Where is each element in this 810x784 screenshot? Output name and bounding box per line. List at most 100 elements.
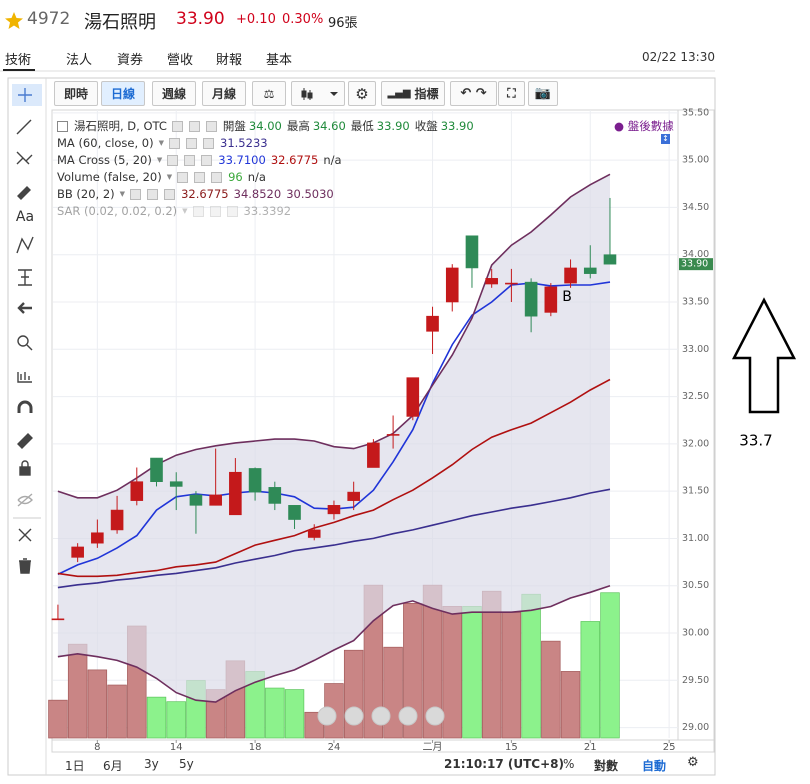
indicator-icon: ▂▄▆ [387,88,411,99]
clock: 21:10:17 (UTC+8) [444,757,564,771]
after-hours[interactable]: ● 盤後數據 [614,119,674,133]
volume-bar [265,687,285,739]
tab[interactable]: 營收 [167,53,194,68]
ohlc-value: 34.60 [312,119,346,133]
tool-settings[interactable] [18,528,32,542]
tool-ruler[interactable] [17,372,32,383]
x-tick-label: 24 [328,742,341,753]
y-tick-label: 34.50 [682,202,709,213]
legend-icon[interactable] [164,189,176,200]
y-tick-label: 32.50 [682,391,709,402]
legend-icon[interactable] [192,206,204,217]
legend-icon[interactable] [177,172,189,183]
ohlc-label: 收盤 [414,119,438,133]
nav-left[interactable] [317,706,337,726]
tool-magnet[interactable] [17,400,33,413]
tool-hide[interactable] [17,493,33,507]
settings-button[interactable]: ⚙ [348,81,376,106]
collapse-icon[interactable] [57,121,68,132]
legend-icon[interactable] [171,121,183,132]
favorite-star[interactable] [5,12,23,29]
y-tick-label: 30.00 [682,628,709,639]
legend-icon[interactable] [203,138,215,149]
interval-button[interactable]: 即時 [54,81,98,106]
tab[interactable]: 基本 [266,53,293,68]
tool-brush[interactable] [17,186,31,200]
tool-trendline[interactable] [16,119,32,135]
y-tick-label: 29.50 [682,675,709,686]
legend-icon[interactable] [186,138,198,149]
range-button[interactable]: 3y [144,757,159,771]
snapshot-button[interactable]: 📷 [528,81,558,106]
range-button[interactable]: 1日 [65,759,85,773]
dropdown-caret[interactable]: ▼ [166,173,173,181]
nav-zoom-in[interactable] [398,706,418,726]
indicator-button[interactable]: ▂▄▆ 指標 [381,81,445,106]
chart-style-button[interactable] [291,81,345,106]
nav-buttons [317,706,445,726]
tool-measure[interactable] [18,269,32,286]
legend-icon[interactable] [205,121,217,132]
tool-delete[interactable] [19,558,31,574]
scale-toggle[interactable]: ↕ [661,134,670,144]
legend-icon[interactable] [169,138,181,149]
candle-body [347,491,360,501]
price-change: +0.10 [236,12,276,27]
fullscreen-button[interactable]: ⛶ [498,81,525,106]
ohlc-value: 34.00 [248,119,282,133]
candle-body [327,505,341,515]
nav-right[interactable] [425,706,445,726]
legend-icon[interactable] [130,189,142,200]
tool-lock-loop[interactable] [21,460,29,467]
legend-icon[interactable] [167,155,179,166]
tool-fib[interactable] [16,151,33,165]
tool-lock[interactable] [19,466,31,476]
tool-zoom-handle[interactable] [26,344,33,351]
dropdown-caret[interactable]: ▼ [182,207,188,215]
indicator-line [57,584,611,703]
interval-button[interactable]: 日線 [101,81,145,106]
legend-row: BB (20, 2) ▼ 32.6775 34.8520 30.5030 [57,186,474,203]
tool-text[interactable]: Aa [16,209,34,225]
nav-zoom-out[interactable] [344,706,364,726]
tool-pattern[interactable] [16,236,34,254]
dropdown-caret[interactable]: ▼ [156,156,163,164]
legend-icon[interactable] [209,206,221,217]
tool-pencil[interactable] [17,433,33,449]
undo-redo[interactable]: ↶ ↷ [450,81,497,106]
tool-zoom[interactable] [17,335,29,347]
tab[interactable]: 法人 [66,53,93,68]
volume-bar [541,640,561,739]
range-button[interactable]: 6月 [103,759,123,773]
dropdown-caret[interactable]: ▼ [158,139,165,147]
legend-icon[interactable] [147,189,159,200]
legend-icon[interactable] [188,121,200,132]
tool-crosshair[interactable] [18,88,32,102]
log-toggle[interactable]: 對數 [594,759,619,773]
legend-icon[interactable] [211,172,223,183]
interval-button[interactable]: 週線 [152,81,196,106]
volume-bar [560,671,581,739]
legend-icon[interactable] [194,172,206,183]
tab[interactable]: 財報 [216,53,243,68]
dropdown-caret[interactable]: ▼ [119,190,126,198]
nav-reset[interactable] [371,706,391,726]
indicator-line [57,378,611,578]
interval-button[interactable]: 月線 [202,81,246,106]
auto-toggle[interactable]: 自動 [642,759,667,773]
tool-arrow[interactable] [17,302,32,314]
compare-button[interactable]: ⚖ [252,81,286,106]
percent-toggle[interactable]: % [563,757,575,771]
volume-bar [600,592,620,739]
legend-icon[interactable] [201,155,213,166]
marker-label: B [562,289,572,305]
tab[interactable]: 技術 [5,53,32,68]
tab[interactable]: 資券 [117,53,144,68]
volume-bar [383,646,403,739]
range-button[interactable]: 5y [179,757,194,771]
legend-icon[interactable] [184,155,196,166]
bottom-settings[interactable]: ⚙ [687,755,699,770]
price-percent: 0.30% [282,12,324,27]
symbol-label: 湯石照明, D, OTC [74,119,167,133]
legend-icon[interactable] [226,206,238,217]
